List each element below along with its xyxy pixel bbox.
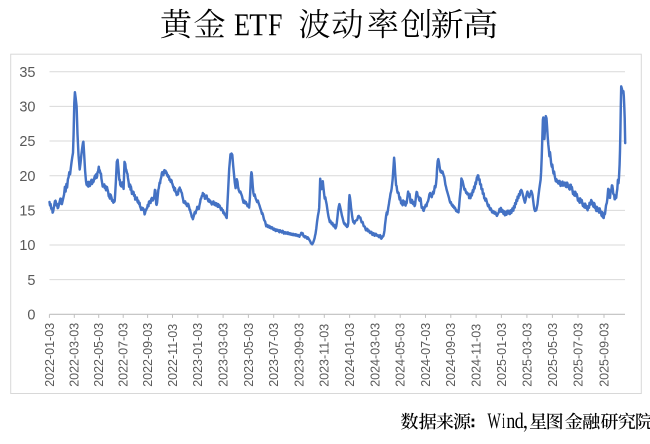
svg-text:20: 20 — [19, 169, 35, 185]
svg-text:10: 10 — [19, 238, 35, 254]
svg-text:2022-07-03: 2022-07-03 — [117, 323, 131, 387]
svg-text:2023-05-03: 2023-05-03 — [242, 323, 256, 387]
svg-text:2023-11-03: 2023-11-03 — [318, 324, 332, 387]
svg-text:2025-07-03: 2025-07-03 — [571, 323, 585, 387]
svg-text:2025-03-03: 2025-03-03 — [520, 323, 534, 387]
svg-text:0: 0 — [27, 307, 35, 323]
svg-text:2024-01-03: 2024-01-03 — [343, 323, 357, 387]
svg-text:2023-01-03: 2023-01-03 — [191, 323, 205, 387]
svg-text:15: 15 — [19, 203, 35, 219]
svg-text:2024-05-03: 2024-05-03 — [394, 323, 408, 387]
svg-text:2022-09-03: 2022-09-03 — [141, 323, 155, 387]
svg-text:2024-09-03: 2024-09-03 — [444, 323, 458, 387]
svg-text:25: 25 — [19, 134, 35, 150]
svg-text:2022-05-03: 2022-05-03 — [92, 323, 106, 387]
svg-text:35: 35 — [19, 65, 35, 81]
svg-text:2022-11-03: 2022-11-03 — [166, 324, 180, 387]
svg-text:2024-11-03: 2024-11-03 — [470, 324, 484, 387]
svg-text:2023-09-03: 2023-09-03 — [292, 323, 306, 387]
svg-text:2022-01-03: 2022-01-03 — [43, 323, 57, 387]
svg-text:2025-01-03: 2025-01-03 — [495, 323, 509, 387]
svg-text:2023-07-03: 2023-07-03 — [267, 323, 281, 387]
svg-text:2023-03-03: 2023-03-03 — [217, 323, 231, 387]
svg-text:2024-03-03: 2024-03-03 — [368, 323, 382, 387]
svg-text:2022-03-03: 2022-03-03 — [68, 323, 82, 387]
svg-text:2024-07-03: 2024-07-03 — [419, 323, 433, 387]
svg-text:2025-09-03: 2025-09-03 — [597, 323, 611, 387]
svg-text:30: 30 — [19, 100, 35, 116]
svg-text:2025-05-03: 2025-05-03 — [546, 323, 560, 387]
svg-text:5: 5 — [27, 273, 35, 289]
